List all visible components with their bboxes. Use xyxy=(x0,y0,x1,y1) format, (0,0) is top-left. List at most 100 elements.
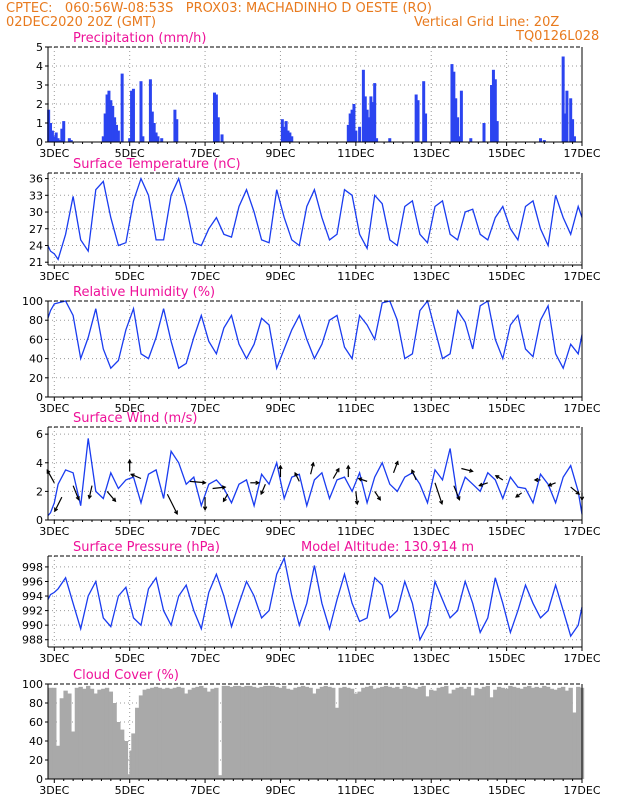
wind-arrow-head xyxy=(439,500,444,505)
precip-bar xyxy=(561,56,565,142)
cloud-bar xyxy=(444,685,449,779)
panel-2: 0 20 40 60 80 100 3DEC 5DEC 7DEC 9DEC 11DEC 13DEC 15… xyxy=(22,285,601,415)
wind-arrow-head xyxy=(87,494,92,500)
wind-arrow xyxy=(453,485,461,500)
precip-bar xyxy=(105,94,109,142)
x-tick-label: 9DEC xyxy=(265,270,295,283)
x-tick-label: 5DEC xyxy=(115,147,145,160)
precip-bar xyxy=(367,117,371,142)
x-tick-label: 9DEC xyxy=(265,652,295,665)
precip-bar xyxy=(148,79,152,142)
precip-bar xyxy=(491,69,495,142)
precip-bar xyxy=(111,105,115,142)
precip-bar xyxy=(141,136,145,142)
model-altitude: Model Altitude: 130.914 m xyxy=(301,540,474,555)
x-tick-label: 13DEC xyxy=(413,402,450,415)
cloud-bar xyxy=(59,698,65,779)
cloud-bar xyxy=(576,686,581,779)
cloud-bar xyxy=(530,687,536,779)
cloud-bar xyxy=(425,696,430,779)
precip-bar xyxy=(495,121,499,142)
cloud-bar xyxy=(157,687,163,779)
x-tick-label: 7DEC xyxy=(190,402,220,415)
precip-bar xyxy=(52,136,56,142)
precip-bar xyxy=(128,138,132,142)
cloud-bar xyxy=(278,687,283,779)
precip-bar xyxy=(565,90,569,142)
cloud-bar xyxy=(334,707,340,779)
y-tick-label: 1 xyxy=(36,117,43,130)
precip-bar xyxy=(101,136,105,142)
precip-bar xyxy=(152,123,156,142)
cloud-bar xyxy=(534,686,539,779)
cloud-bar xyxy=(191,687,196,779)
cloud-bar xyxy=(195,686,200,779)
cloud-bar xyxy=(86,685,91,779)
precip-bar xyxy=(571,119,575,142)
wind-arrow-head xyxy=(310,461,315,467)
wind-arrow-head xyxy=(575,490,581,495)
precip-bar xyxy=(150,111,154,142)
station-header: CPTEC: 060:56W-08:53S PROX03: MACHADINHO… xyxy=(6,1,432,16)
cloud-bar xyxy=(312,693,317,779)
precip-bar xyxy=(539,138,543,142)
x-tick-label: 11DEC xyxy=(337,652,374,665)
cloud-bar xyxy=(214,687,219,779)
precip-bar xyxy=(54,132,58,142)
wind-arrow-head xyxy=(130,473,135,478)
cloud-bar xyxy=(391,687,396,779)
precip-bar xyxy=(56,138,60,142)
cloud-bar xyxy=(560,686,566,779)
wind-arrow-head xyxy=(357,477,363,482)
cloud-bar xyxy=(48,687,53,779)
precip-bar xyxy=(542,140,546,142)
precip-bar xyxy=(216,117,220,142)
cloud-bar xyxy=(364,686,370,779)
cloud-bar xyxy=(564,690,570,779)
cloud-bar xyxy=(538,687,543,779)
cloud-bar xyxy=(123,741,129,779)
precip-bar xyxy=(450,64,454,142)
wind-arrow-head xyxy=(515,493,520,498)
cloud-bar xyxy=(572,712,577,779)
cloud-bar xyxy=(161,688,166,779)
wind-arrow xyxy=(88,485,93,499)
y-tick-label: 40 xyxy=(29,735,43,748)
x-tick-label: 17DEC xyxy=(563,270,600,283)
wind-arrow xyxy=(461,467,473,472)
wind-arrow-head xyxy=(547,482,553,487)
y-tick-label: 60 xyxy=(29,716,43,729)
cloud-bar xyxy=(504,688,509,779)
cloud-bar xyxy=(429,689,434,779)
precip-bar xyxy=(113,117,117,142)
x-tick-label: 15DEC xyxy=(488,784,525,797)
y-tick-label: 80 xyxy=(29,314,43,327)
x-tick-label: 17DEC xyxy=(563,402,600,415)
cloud-bar xyxy=(240,686,245,779)
precip-bar xyxy=(49,123,53,142)
wind-arrow-head xyxy=(201,480,207,485)
cloud-bar xyxy=(440,686,445,779)
y-tick-label: 0 xyxy=(36,514,43,527)
precip-bar xyxy=(358,126,362,142)
x-tick-label: 15DEC xyxy=(488,402,525,415)
wind-arrow xyxy=(222,493,229,502)
wind-arrow xyxy=(260,483,266,495)
precip-bar xyxy=(469,138,473,142)
x-tick-label: 5DEC xyxy=(115,402,145,415)
precip-bar xyxy=(371,102,375,142)
x-tick-label: 17DEC xyxy=(563,147,600,160)
cloud-bar xyxy=(112,703,117,779)
x-tick-label: 7DEC xyxy=(190,784,220,797)
wind-arrow-head xyxy=(75,496,80,501)
precip-bar xyxy=(452,71,456,142)
panel-title: Surface Wind (m/s) xyxy=(73,411,197,426)
cloud-bar xyxy=(327,686,332,779)
cloud-bar xyxy=(323,685,328,779)
wind-arrow-head xyxy=(221,485,227,490)
precip-bar xyxy=(214,94,218,142)
y-tick-label: 2 xyxy=(36,485,43,498)
wind-arrow-head xyxy=(260,490,265,496)
y-tick-label: 996 xyxy=(22,575,43,588)
